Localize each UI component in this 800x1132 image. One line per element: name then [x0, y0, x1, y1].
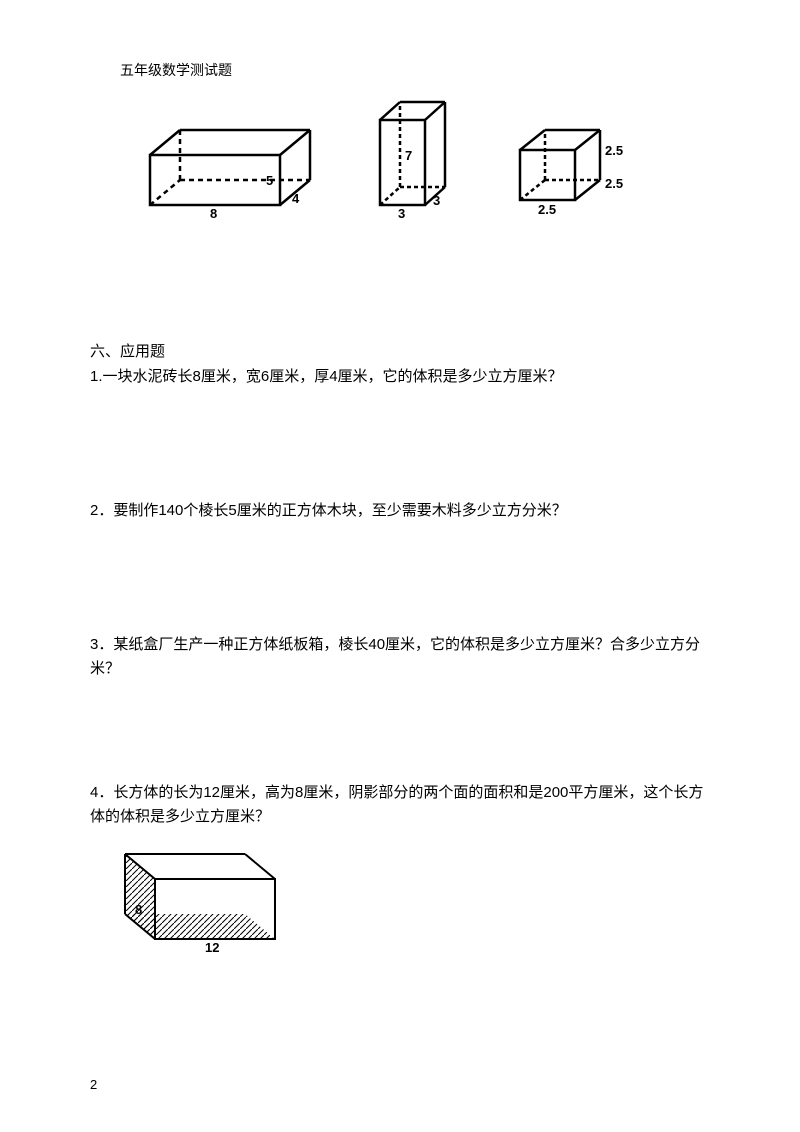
problem-num: 2． [90, 502, 113, 519]
page-header: 五年级数学测试题 [120, 60, 710, 80]
bottom-figure: 8 12 [90, 839, 710, 959]
dim-width-1: 4 [292, 191, 300, 206]
dim-height-2: 7 [405, 148, 412, 163]
page-number: 2 [90, 1077, 97, 1092]
problem-text: 长方体的长为12厘米，高为8厘米，阴影部分的两个面的面积和是200平方厘米，这个… [90, 784, 703, 825]
dim-length-2: 3 [398, 206, 405, 220]
problem-2: 2．要制作140个棱长5厘米的正方体木块，至少需要木料多少立方分米？ [90, 499, 710, 523]
dim-edge-3: 2.5 [538, 202, 556, 217]
page: 五年级数学测试题 5 4 8 [0, 0, 800, 1132]
problem-3: 3．某纸盒厂生产一种正方体纸板箱，棱长40厘米，它的体积是多少立方厘米？合多少立… [90, 633, 710, 681]
dim-length-1: 8 [210, 206, 217, 220]
cuboid-figure-1: 5 4 8 [140, 110, 320, 220]
problem-text: 要制作140个棱长5厘米的正方体木块，至少需要木料多少立方分米？ [113, 502, 566, 519]
dim-height-bottom: 8 [135, 902, 142, 917]
problem-4: 4．长方体的长为12厘米，高为8厘米，阴影部分的两个面的面积和是200平方厘米，… [90, 781, 710, 829]
top-figure-row: 5 4 8 7 3 3 [140, 90, 710, 220]
problem-1: 1.一块水泥砖长8厘米，宽6厘米，厚4厘米，它的体积是多少立方厘米？ [90, 365, 710, 389]
cube-figure-3: 2.5 2.5 2.5 [510, 120, 640, 220]
problem-num: 3． [90, 636, 113, 653]
problem-num: 1. [90, 368, 103, 385]
cuboid-figure-2: 7 3 3 [370, 90, 460, 220]
dim-length-bottom: 12 [205, 940, 219, 955]
problem-num: 4． [90, 784, 113, 801]
dim-side-3: 2.5 [605, 143, 623, 158]
problem-text: 一块水泥砖长8厘米，宽6厘米，厚4厘米，它的体积是多少立方厘米？ [103, 368, 563, 385]
dim-front-3: 2.5 [605, 176, 623, 191]
dim-width-2: 3 [433, 193, 440, 208]
problem-text: 某纸盒厂生产一种正方体纸板箱，棱长40厘米，它的体积是多少立方厘米？合多少立方分… [90, 636, 700, 677]
section-title: 六、应用题 [90, 340, 710, 361]
cuboid-shaded-figure: 8 12 [90, 839, 320, 959]
dim-height-1: 5 [266, 173, 273, 188]
